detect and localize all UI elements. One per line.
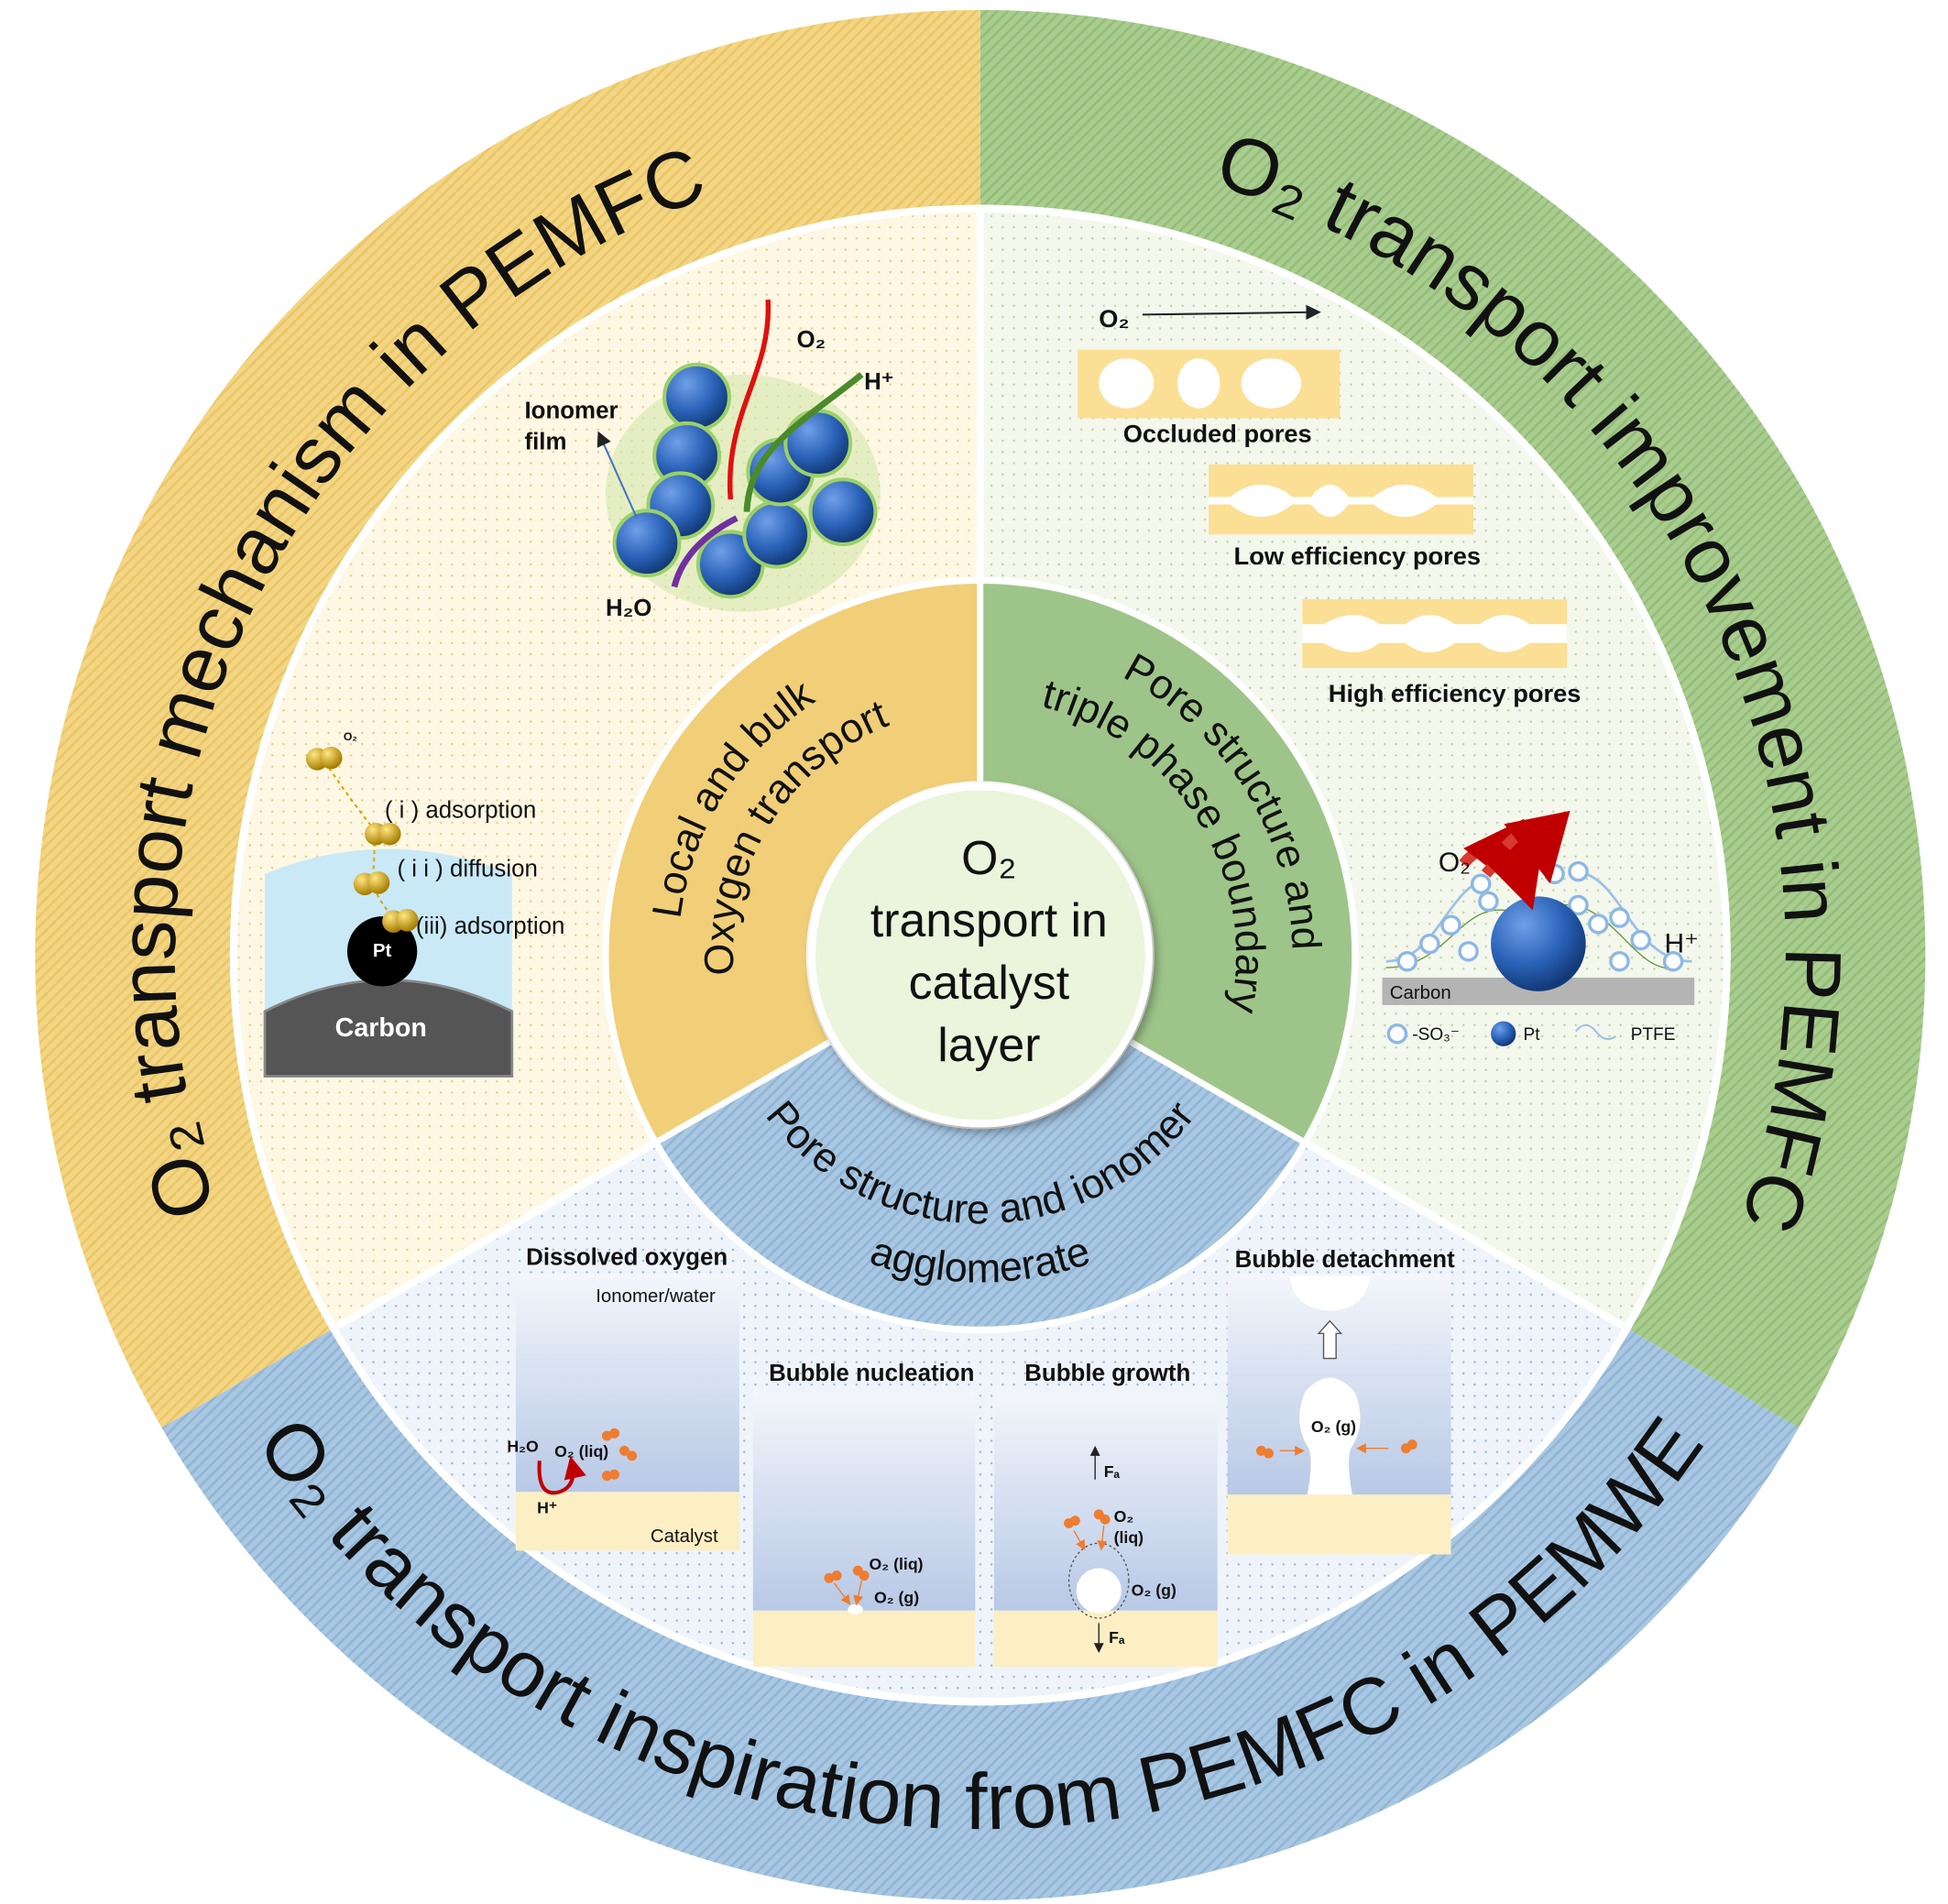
- occluded-pores-label: Occluded pores: [1123, 419, 1312, 447]
- panel-title: Bubble detachment: [1235, 1247, 1455, 1273]
- buoyancy-force-label: Fₐ: [1104, 1462, 1121, 1481]
- o2-molecule: [382, 908, 419, 933]
- carbon-support: [263, 979, 514, 1078]
- o2-molecule: [365, 822, 401, 846]
- o2-flow-arrow: [1142, 304, 1321, 321]
- legend-so3-label: -SO₃⁻: [1412, 1025, 1460, 1045]
- h-plus-label: H⁺: [864, 369, 893, 395]
- o2-liq-label: O₂ (liq): [870, 1555, 924, 1573]
- outer-band-inspiration: [161, 1328, 1800, 1900]
- h2o-label: H₂O: [507, 1438, 539, 1456]
- sulfonate-legend-icon: [1386, 1023, 1408, 1045]
- low-efficiency-pores: [1209, 464, 1474, 535]
- carbon-label: Carbon: [1390, 983, 1451, 1003]
- o2-liq-label: (liq): [1114, 1528, 1144, 1547]
- low-efficiency-pores-label: Low efficiency pores: [1234, 542, 1482, 570]
- o2-liq-label: O₂ (liq): [554, 1442, 608, 1461]
- o2-path-arrow: [727, 299, 772, 500]
- pt-label: Pt: [373, 941, 392, 961]
- step-diffusion-label: ( i i ) diffusion: [397, 857, 537, 882]
- ionomer-film-label: film: [524, 430, 566, 455]
- legend-ptfe-label: PTFE: [1631, 1025, 1676, 1045]
- o2-gas-label: O₂ (g): [1311, 1417, 1356, 1436]
- bubble-nucleation-panel: Bubble nucleation O₂ (liq) O₂ (g): [752, 1361, 976, 1668]
- center-circle: [807, 782, 1153, 1128]
- pt-particle: [346, 916, 418, 987]
- step-adsorption-label: ( i ) adsorption: [385, 798, 536, 824]
- ionomer-pointer: [596, 431, 639, 519]
- high-efficiency-pores: [1302, 599, 1568, 669]
- center-line: layer: [937, 1018, 1040, 1071]
- o2-supply-arrows: [1459, 810, 1570, 911]
- h2o-label: H₂O: [606, 596, 651, 621]
- occluded-pores: [1078, 349, 1341, 419]
- center-line: transport in: [870, 893, 1108, 947]
- o2-gas-label: O₂ (g): [874, 1589, 919, 1607]
- bubble-growth-panel: Bubble growth Fₐ O₂ (liq) O₂ (g) Fₐ: [993, 1361, 1218, 1668]
- o2-liq-label: O₂: [1114, 1507, 1134, 1526]
- separator-ring: [229, 204, 1731, 1706]
- carbon-label: Carbon: [335, 1013, 427, 1043]
- legend-pt-label: Pt: [1524, 1025, 1541, 1045]
- o2-gas-label: O₂ (g): [1132, 1581, 1176, 1599]
- ptfe-ionomer-illustration: O₂ H⁺ Carbon -SO₃⁻ Pt PTFE: [1382, 810, 1699, 1046]
- center-line: O₂: [961, 831, 1016, 884]
- o2-molecule: [305, 746, 343, 771]
- o2-label: O₂: [1099, 304, 1129, 333]
- outer-band-improvement: [979, 9, 1926, 1428]
- pore-types-illustration: O₂ Occluded pores Low efficiency pores H…: [1078, 304, 1581, 707]
- pt-sphere: [1491, 896, 1586, 991]
- step-adsorption-label: (iii) adsorption: [416, 914, 565, 939]
- water-path-arrow: [671, 515, 739, 588]
- o2-label: O₂: [1439, 848, 1471, 878]
- o2-label: O₂: [797, 327, 826, 353]
- adsorption-diffusion-illustration: O₂ ( i ) adsorption ( i i ) diffusion (i…: [263, 730, 565, 1078]
- ptfe-legend-icon: [1574, 1023, 1617, 1041]
- dissolved-oxygen-panel: Dissolved oxygen Ionomer/water H₂O O₂ (l…: [507, 1244, 739, 1551]
- agglomerate-illustration: Ionomer film O₂ H⁺ H₂O: [524, 299, 893, 621]
- o2-label: O₂: [344, 730, 357, 743]
- center-title: O₂ transport in catalyst layer: [870, 831, 1108, 1071]
- o2-molecule: [353, 871, 390, 896]
- bubble-detachment-panel: Bubble detachment O₂ (g): [1227, 1247, 1455, 1555]
- pt-legend-icon: [1491, 1021, 1516, 1046]
- outer-band-mechanism: [35, 9, 980, 1428]
- panel-title: Bubble growth: [1024, 1361, 1190, 1386]
- ionomer-film-label: Ionomer: [524, 398, 618, 423]
- legend: -SO₃⁻ Pt PTFE: [1386, 1021, 1676, 1046]
- adhesion-force-label: Fₐ: [1109, 1628, 1125, 1647]
- panel-title: Bubble nucleation: [769, 1361, 974, 1386]
- center-line: catalyst: [909, 956, 1070, 1009]
- panel-title: Dissolved oxygen: [526, 1244, 728, 1270]
- h-plus-label: H⁺: [1665, 929, 1699, 959]
- catalyst-label: Catalyst: [651, 1526, 718, 1547]
- high-efficiency-pores-label: High efficiency pores: [1329, 679, 1581, 707]
- proton-path-arrow: [743, 372, 864, 512]
- carbon-pt-particles: [612, 362, 878, 599]
- h-plus-label: H⁺: [537, 1498, 557, 1516]
- ionomer-water-label: Ionomer/water: [596, 1286, 716, 1307]
